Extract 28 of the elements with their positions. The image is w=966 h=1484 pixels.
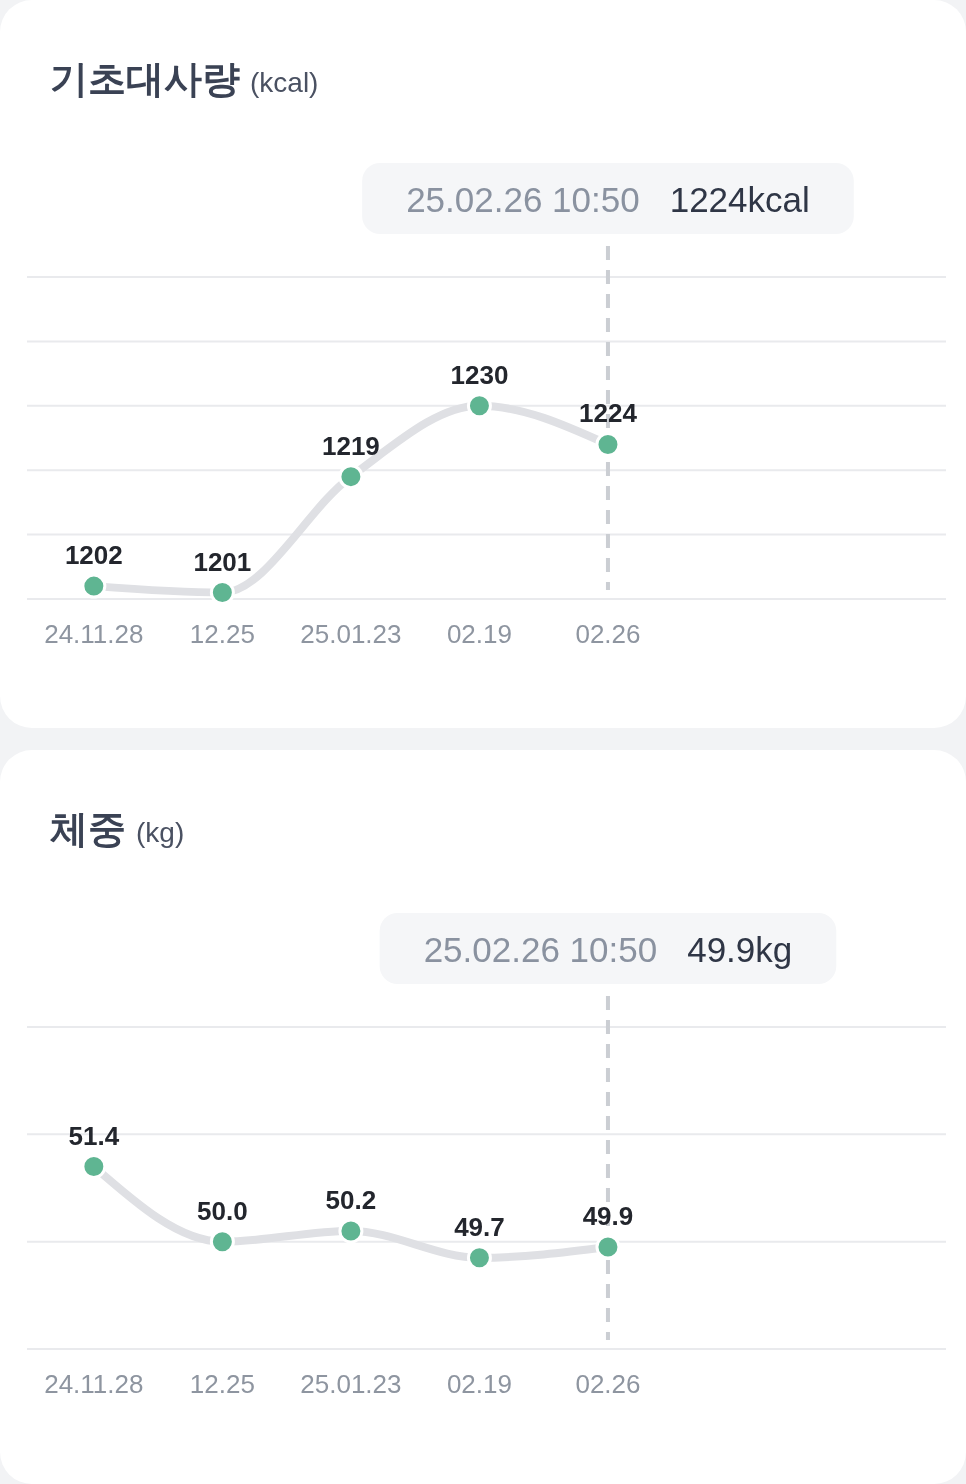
tooltip-text: 25.02.26 10:50 <box>423 930 658 969</box>
x-tick-label: 02.19 <box>446 619 512 649</box>
x-tick-label: 12.25 <box>189 1369 255 1399</box>
data-label: 1201 <box>193 546 252 577</box>
tooltip-text: 49.9kg <box>687 930 793 969</box>
x-tick-label: 24.11.28 <box>44 1369 144 1399</box>
data-label: 49.7 <box>454 1211 505 1242</box>
data-label: 50.2 <box>325 1184 377 1215</box>
data-label: 51.4 <box>68 1120 120 1151</box>
x-tick-label: 02.19 <box>446 1369 512 1399</box>
title: 체중 <box>50 808 126 850</box>
x-tick-label: 24.11.28 <box>44 619 144 649</box>
x-tick-label: 25.01.23 <box>300 619 402 649</box>
title: 기초대사량 <box>50 58 240 100</box>
data-label: 1219 <box>322 430 380 461</box>
tooltip-text: 25.02.26 10:50 <box>406 180 640 219</box>
data-label: 50.0 <box>197 1195 248 1226</box>
x-tick-label: 02.26 <box>575 619 641 649</box>
tooltip-text: 1224kcal <box>669 180 810 219</box>
ylabel: (kcal) <box>250 67 319 98</box>
data-label: 1230 <box>450 359 509 390</box>
x-tick-label: 12.25 <box>189 619 255 649</box>
data-label: 1202 <box>64 540 123 571</box>
x-tick-label: 02.26 <box>575 1369 641 1399</box>
data-label: 1224 <box>579 398 637 429</box>
x-tick-label: 25.01.23 <box>300 1369 402 1399</box>
ylabel: (kg) <box>136 817 185 848</box>
data-label: 49.9 <box>582 1201 634 1232</box>
